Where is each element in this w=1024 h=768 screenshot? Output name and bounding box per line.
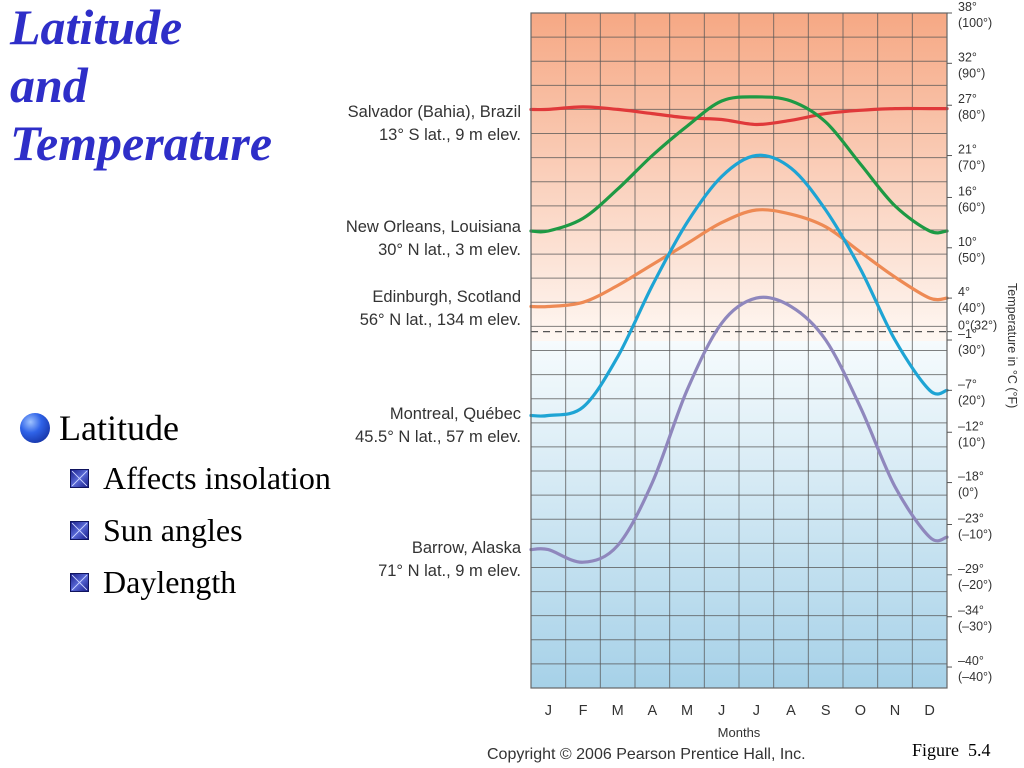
- x-tick-label: A: [647, 703, 657, 719]
- y-tick-label-f: (–40°): [958, 670, 992, 684]
- y-tick-label-c: –40°: [958, 654, 984, 668]
- series-line-3: [529, 153, 949, 418]
- y-tick-label-f: (–30°): [958, 620, 992, 634]
- y-tick-label-c: 32°: [958, 50, 977, 64]
- copyright-text: Copyright © 2006 Pearson Prentice Hall, …: [487, 746, 806, 763]
- series-label-name: Montreal, Québec: [390, 405, 521, 423]
- title-line-2: and: [10, 57, 88, 113]
- y-tick-label-c: –29°: [958, 562, 984, 576]
- y-axis-ticks: 38° (100°) 32° (90°) 27° (80°) 21° (70°) 16° (60°…: [947, 0, 997, 684]
- y-tick-label-f: (0°): [958, 486, 978, 500]
- sub-bullet-list: Affects insolation Sun angles Daylength: [20, 452, 331, 608]
- y-tick-label-c: –34°: [958, 604, 984, 618]
- series-label-name: Salvador (Bahia), Brazil: [348, 103, 521, 121]
- y-tick-label-c: 4°: [958, 285, 970, 299]
- sub-bullet-text: Sun angles: [103, 512, 243, 548]
- y-tick-label-c: –23°: [958, 511, 984, 525]
- series-line-4: [529, 295, 949, 564]
- bullet-text: Latitude: [59, 408, 179, 448]
- series-line-0: [529, 105, 949, 127]
- y-tick-label-c: 10°: [958, 235, 977, 249]
- x-tick-label: J: [753, 703, 760, 719]
- x-tick-label: M: [612, 703, 624, 719]
- y-tick-label-f: (70°): [958, 159, 985, 173]
- slide-title: Latitude and Temperature: [10, 0, 340, 172]
- bullet-item-latitude: Latitude: [20, 404, 331, 452]
- y-tick-label-f: (90°): [958, 66, 985, 80]
- x-tick-label: D: [924, 703, 934, 719]
- series-lines: [529, 95, 949, 564]
- sub-bullet-item: Affects insolation: [70, 452, 331, 504]
- square-bullet-icon: [70, 468, 89, 488]
- y-tick-label-c: 0°(32°): [958, 319, 997, 333]
- y-tick-label-f: (–10°): [958, 527, 992, 541]
- x-tick-label: J: [545, 703, 552, 719]
- x-tick-label: N: [890, 703, 900, 719]
- y-tick-label-f: (50°): [958, 251, 985, 265]
- y-tick-label-f: (20°): [958, 393, 985, 407]
- figure-label: Figure 5.4: [912, 740, 991, 760]
- y-tick-label-c: –12°: [958, 419, 984, 433]
- y-tick-label-c: 21°: [958, 143, 977, 157]
- series-label-subtitle: 13° S lat., 9 m elev.: [379, 126, 521, 144]
- series-labels: Salvador (Bahia), Brazil 13° S lat., 9 m …: [346, 103, 522, 580]
- series-line-2: [529, 208, 949, 309]
- bullet-list: Latitude Affects insolation Sun angles D…: [20, 404, 331, 608]
- y-tick-label-f: (40°): [958, 301, 985, 315]
- sub-bullet-text: Daylength: [103, 564, 237, 600]
- y-tick-label-c: –7°: [958, 377, 977, 391]
- x-tick-label: A: [786, 703, 796, 719]
- y-tick-label-f: (30°): [958, 343, 985, 357]
- sub-bullet-item: Sun angles: [70, 504, 331, 556]
- x-tick-label: J: [718, 703, 725, 719]
- sub-bullet-group: Affects insolation Sun angles Daylength: [20, 452, 331, 608]
- y-tick-label-f: (80°): [958, 108, 985, 122]
- square-bullet-icon: [70, 520, 89, 540]
- title-line-3: Temperature: [10, 115, 273, 171]
- series-label-name: Barrow, Alaska: [412, 539, 522, 557]
- y-axis-label: Temperature in °C (°F): [1005, 283, 1019, 408]
- series-label-name: New Orleans, Louisiana: [346, 218, 522, 236]
- series-label-subtitle: 45.5° N lat., 57 m elev.: [355, 428, 521, 446]
- x-tick-label: S: [821, 703, 831, 719]
- series-label-subtitle: 71° N lat., 9 m elev.: [378, 562, 521, 580]
- series-line-1: [529, 95, 949, 235]
- sphere-bullet-icon: [20, 413, 50, 443]
- y-tick-label-c: 27°: [958, 92, 977, 106]
- series-label-name: Edinburgh, Scotland: [372, 288, 521, 306]
- y-tick-label-f: (100°): [958, 16, 992, 30]
- square-bullet-icon: [70, 572, 89, 592]
- x-axis-label: Months: [718, 725, 761, 740]
- x-tick-label: O: [855, 703, 866, 719]
- title-line-1: Latitude: [10, 0, 183, 55]
- y-tick-label-f: (10°): [958, 435, 985, 449]
- x-tick-label: M: [681, 703, 693, 719]
- y-tick-label-c: 38°: [958, 0, 977, 14]
- y-tick-label-c: –1°: [958, 327, 977, 341]
- plot-frame: [530, 12, 948, 689]
- y-tick-label-f: (60°): [958, 200, 985, 214]
- y-tick-label-c: 16°: [958, 184, 977, 198]
- y-tick-label-f: (–20°): [958, 578, 992, 592]
- grid: [531, 13, 947, 688]
- series-label-subtitle: 56° N lat., 134 m elev.: [360, 311, 521, 329]
- x-tick-label: F: [579, 703, 588, 719]
- sub-bullet-item: Daylength: [70, 556, 331, 608]
- sub-bullet-text: Affects insolation: [103, 460, 331, 496]
- y-tick-label-c: –18°: [958, 470, 984, 484]
- series-label-subtitle: 30° N lat., 3 m elev.: [378, 241, 521, 259]
